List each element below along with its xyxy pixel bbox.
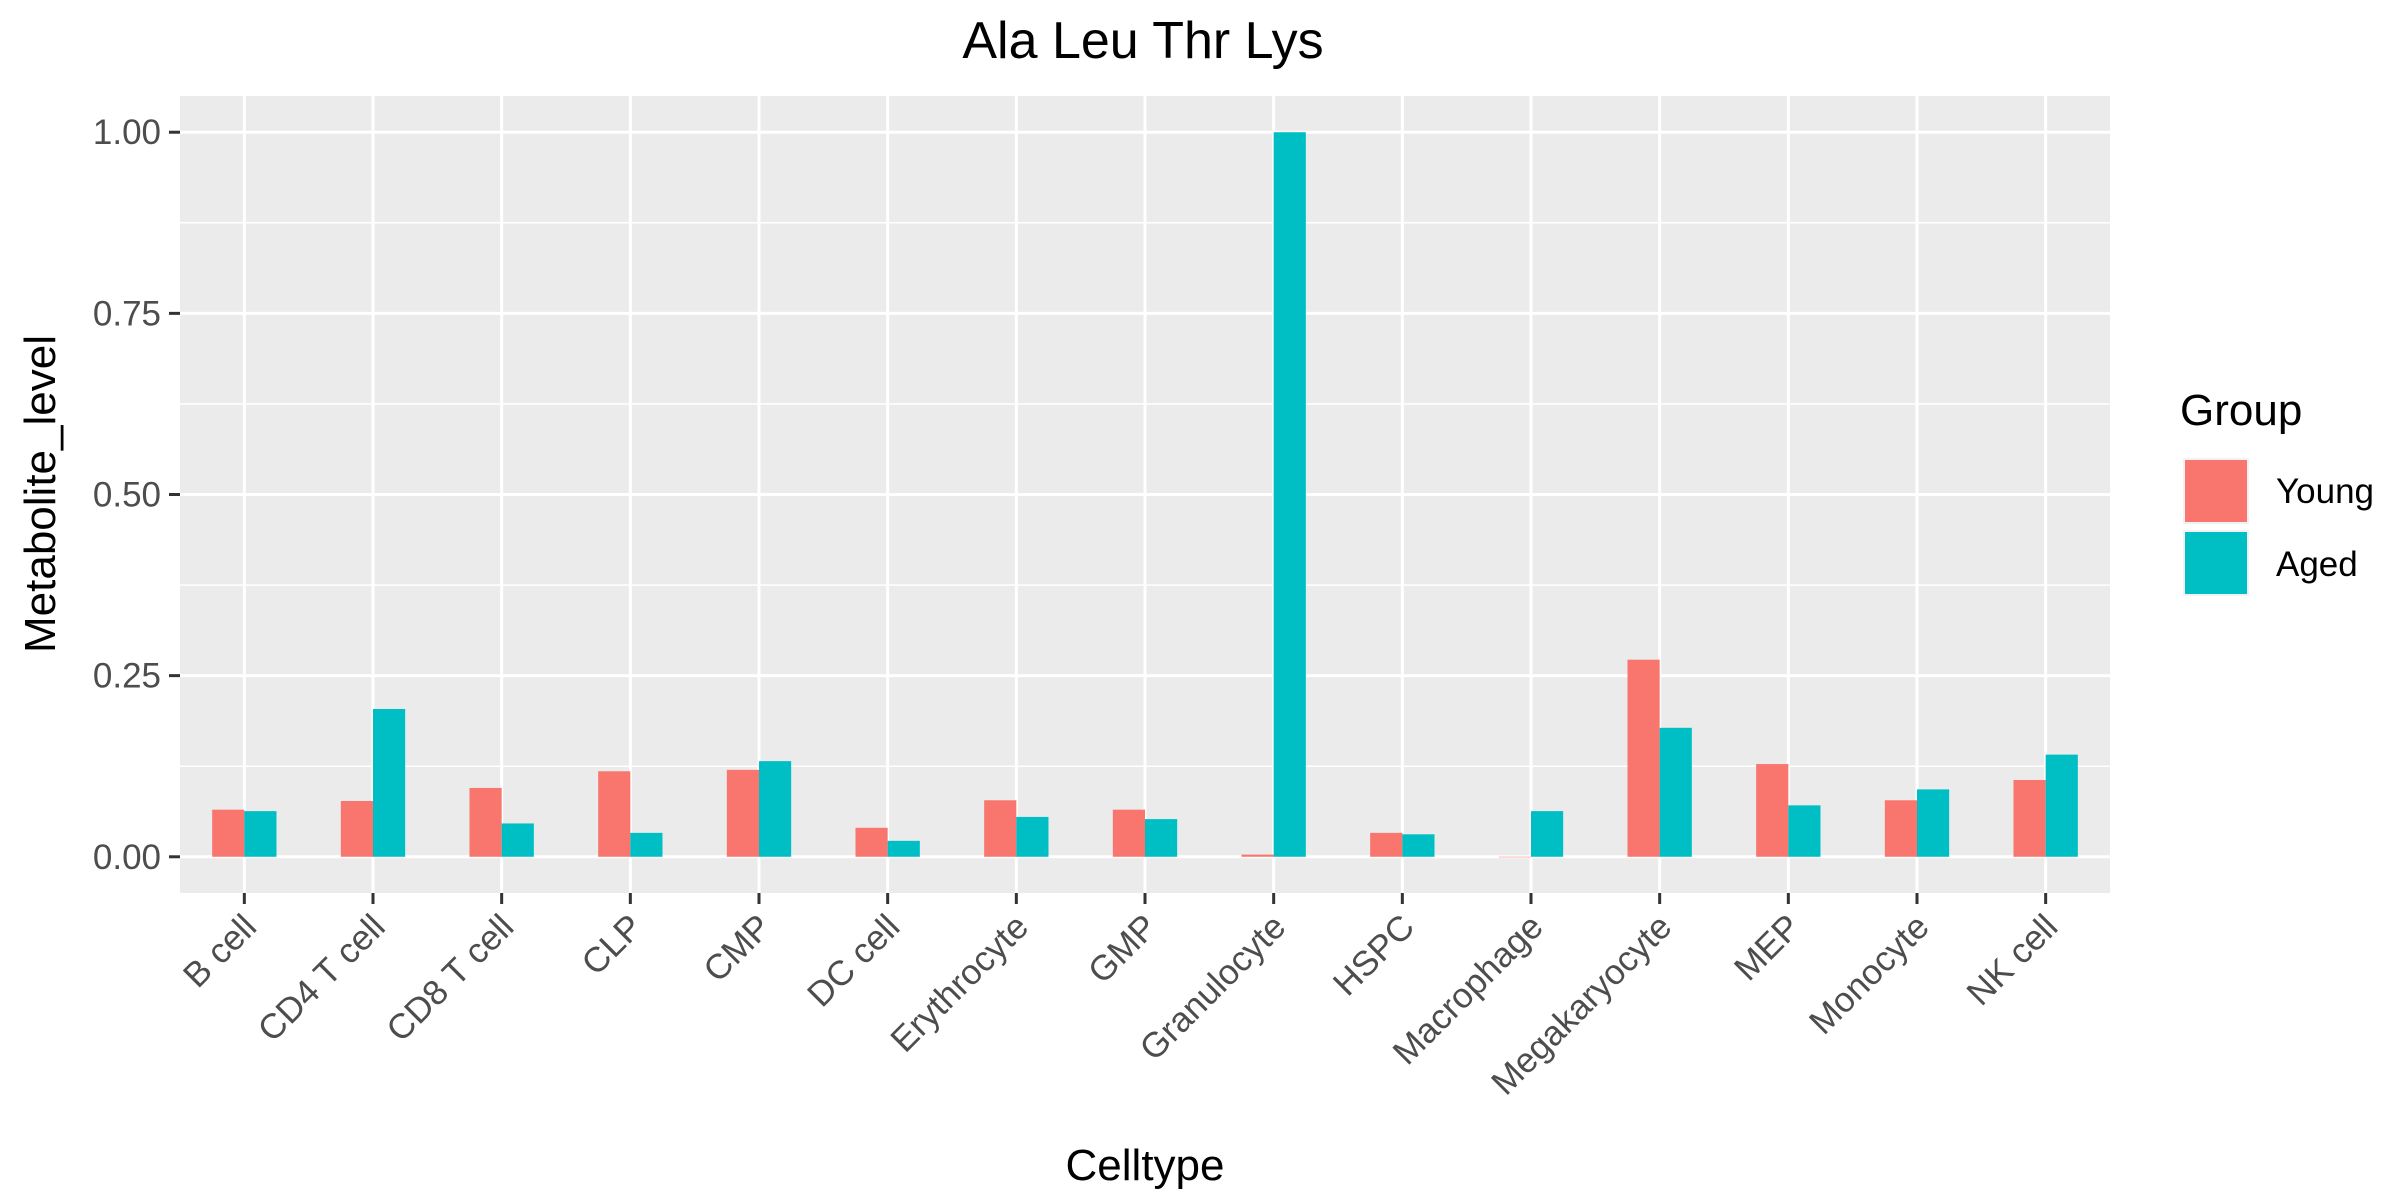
bar-young bbox=[1627, 659, 1660, 857]
legend-label-young: Young bbox=[2276, 472, 2374, 511]
y-axis: 0.00 0.25 0.50 0.75 1.00 bbox=[93, 113, 180, 877]
legend: Group Young Aged bbox=[2180, 386, 2374, 596]
x-tick-label: CLP bbox=[574, 907, 650, 983]
bar-aged bbox=[1531, 811, 1564, 857]
bar-young bbox=[855, 827, 888, 857]
legend-title: Group bbox=[2180, 386, 2302, 435]
bar-young bbox=[726, 769, 759, 857]
bar-aged bbox=[887, 840, 920, 857]
x-tick-label: Monocyte bbox=[1802, 907, 1937, 1042]
legend-label-aged: Aged bbox=[2276, 545, 2358, 584]
bar-aged bbox=[244, 811, 277, 857]
bar-young bbox=[1498, 856, 1531, 858]
bar-aged bbox=[630, 832, 663, 857]
x-tick-label: NK cell bbox=[1959, 907, 2065, 1013]
bars bbox=[212, 132, 2078, 858]
bar-aged bbox=[373, 708, 406, 857]
x-axis-title: Celltype bbox=[1066, 1141, 1225, 1190]
bar-young bbox=[340, 800, 373, 857]
bar-aged bbox=[1145, 819, 1178, 857]
bar-young bbox=[1756, 764, 1789, 857]
bar-young bbox=[2013, 779, 2046, 857]
bar-aged bbox=[759, 761, 792, 857]
x-tick-label: MEP bbox=[1727, 907, 1808, 988]
bar-young bbox=[1112, 809, 1145, 857]
bar-aged bbox=[1273, 132, 1306, 857]
bar-young bbox=[1241, 854, 1274, 857]
x-tick-label: Erythrocyte bbox=[883, 907, 1036, 1060]
x-tick-label: B cell bbox=[176, 907, 264, 995]
bar-young bbox=[469, 787, 502, 857]
x-tick-label: CMP bbox=[696, 907, 779, 990]
legend-swatch-aged bbox=[2185, 532, 2247, 594]
bar-aged bbox=[2045, 754, 2078, 857]
y-tick-label: 1.00 bbox=[93, 113, 161, 152]
y-tick-label: 0.25 bbox=[93, 657, 161, 696]
bar-young bbox=[984, 800, 1017, 857]
bar-young bbox=[212, 809, 245, 857]
bar-aged bbox=[1788, 805, 1821, 857]
bar-aged bbox=[1917, 789, 1950, 857]
y-tick-label: 0.75 bbox=[93, 294, 161, 333]
chart-title: Ala Leu Thr Lys bbox=[962, 12, 1323, 70]
x-tick-label: CD8 T cell bbox=[379, 907, 521, 1049]
bar-aged bbox=[1016, 816, 1049, 857]
bar-aged bbox=[501, 823, 534, 857]
x-tick-label: HSPC bbox=[1326, 907, 1422, 1003]
bar-young bbox=[598, 771, 631, 857]
y-tick-label: 0.50 bbox=[93, 476, 161, 515]
x-tick-label: GMP bbox=[1081, 907, 1165, 991]
bar-young bbox=[1370, 832, 1403, 857]
bar-young bbox=[1884, 800, 1917, 857]
y-tick-label: 0.00 bbox=[93, 838, 161, 877]
bar-aged bbox=[1659, 727, 1692, 857]
x-tick-label: CD4 T cell bbox=[250, 907, 392, 1049]
bar-aged bbox=[1402, 834, 1435, 857]
y-axis-title: Metabolite_level bbox=[16, 335, 65, 653]
x-tick-label: DC cell bbox=[800, 907, 907, 1014]
legend-swatch-young bbox=[2185, 460, 2247, 522]
